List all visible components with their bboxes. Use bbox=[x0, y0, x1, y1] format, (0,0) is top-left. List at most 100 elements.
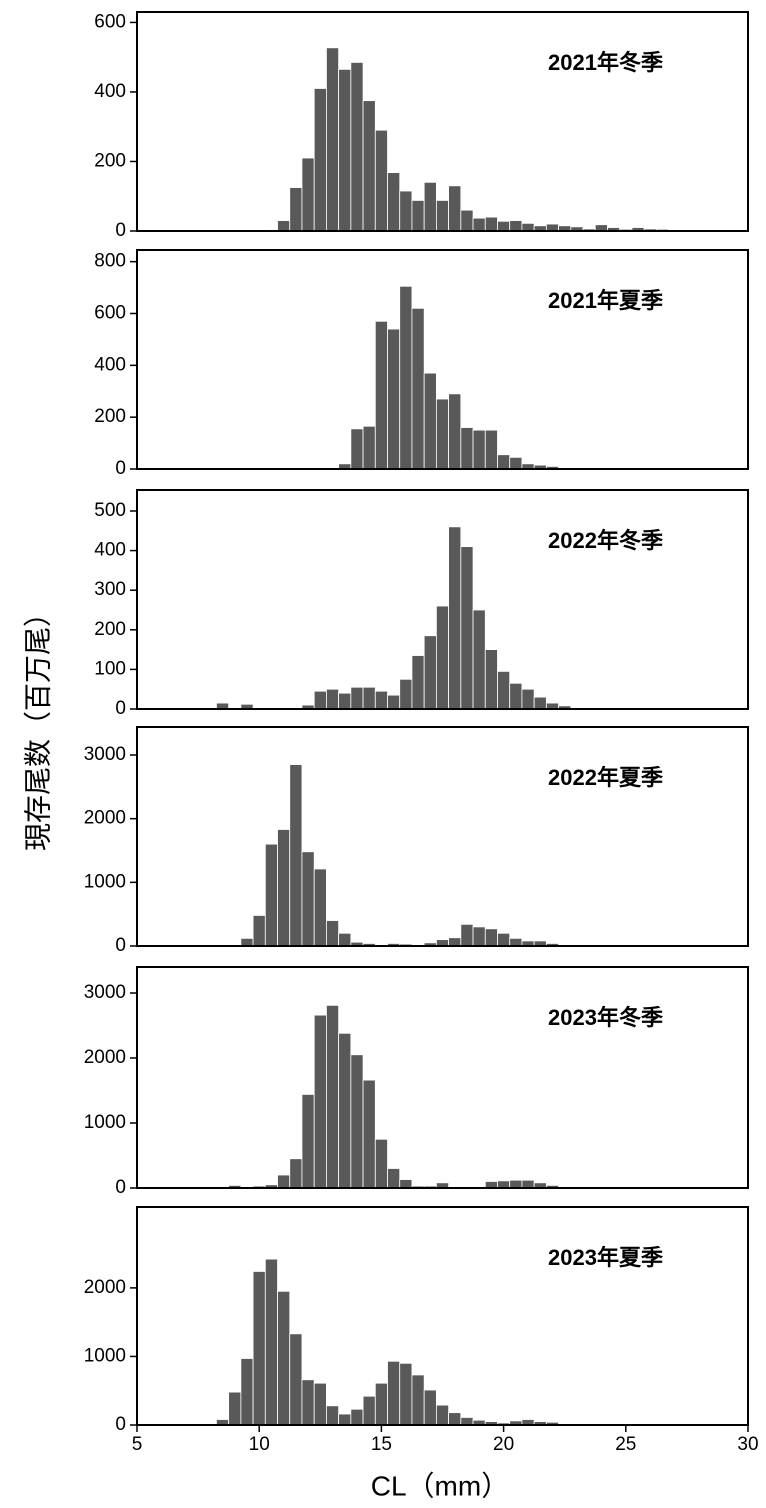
y-tick-label: 200 bbox=[94, 406, 126, 427]
bar bbox=[509, 220, 523, 232]
bar bbox=[277, 1290, 291, 1426]
bar bbox=[387, 1360, 401, 1426]
bar bbox=[362, 100, 376, 232]
bar bbox=[264, 1258, 278, 1426]
bar bbox=[374, 1382, 388, 1426]
bar bbox=[277, 220, 291, 232]
bar bbox=[326, 688, 340, 710]
bar bbox=[423, 181, 437, 232]
plot-frame bbox=[136, 489, 749, 710]
plot-frame bbox=[136, 726, 749, 947]
y-tick-label: 500 bbox=[94, 500, 126, 521]
bar bbox=[289, 764, 303, 947]
bar bbox=[435, 398, 450, 470]
bar bbox=[484, 216, 498, 232]
bar bbox=[411, 655, 425, 710]
y-tick-label: 1000 bbox=[84, 871, 126, 892]
bar bbox=[387, 172, 401, 232]
y-tick-label: 400 bbox=[94, 540, 126, 561]
y-tick-label: 800 bbox=[94, 251, 126, 272]
bar bbox=[423, 372, 437, 470]
bar bbox=[313, 88, 327, 232]
bar bbox=[399, 678, 413, 710]
bar bbox=[448, 185, 462, 232]
panel-annotation: 2023年冬季 bbox=[548, 1005, 663, 1030]
bar bbox=[411, 307, 425, 470]
bar bbox=[387, 1168, 401, 1189]
y-tick-label: 1000 bbox=[84, 1112, 126, 1133]
y-tick-label: 3000 bbox=[84, 744, 126, 765]
bar bbox=[338, 932, 352, 947]
bar bbox=[435, 200, 450, 232]
bar bbox=[497, 1180, 511, 1189]
bar bbox=[350, 428, 364, 470]
x-axis-label: CL（mm） bbox=[371, 1470, 509, 1501]
bar bbox=[387, 328, 401, 470]
y-tick-label: 2000 bbox=[84, 808, 126, 829]
bar bbox=[252, 1271, 266, 1426]
bar bbox=[448, 526, 462, 710]
panel-annotation: 2023年夏季 bbox=[548, 1245, 663, 1270]
bar bbox=[472, 429, 486, 470]
bar bbox=[228, 1391, 242, 1426]
bar bbox=[338, 1413, 352, 1426]
y-tick-label: 0 bbox=[115, 1414, 126, 1435]
bar bbox=[350, 686, 364, 710]
x-tick-label: 15 bbox=[371, 1434, 392, 1455]
bar bbox=[497, 454, 511, 470]
bar bbox=[545, 223, 559, 232]
y-tick-label: 0 bbox=[115, 1177, 126, 1198]
bar bbox=[374, 690, 388, 710]
plot-frame bbox=[136, 966, 749, 1189]
x-tick-label: 10 bbox=[249, 1434, 270, 1455]
bar bbox=[338, 68, 352, 232]
bar bbox=[521, 1179, 535, 1189]
y-tick-label: 400 bbox=[94, 354, 126, 375]
bar bbox=[509, 1179, 523, 1189]
bar bbox=[435, 605, 450, 710]
y-tick-label: 200 bbox=[94, 619, 126, 640]
bar bbox=[350, 62, 364, 232]
bar bbox=[277, 1174, 291, 1189]
bar bbox=[313, 1014, 327, 1189]
panel-annotation: 2022年冬季 bbox=[548, 528, 663, 553]
y-tick-label: 0 bbox=[115, 220, 126, 241]
bar bbox=[362, 1395, 376, 1426]
bar bbox=[460, 209, 474, 232]
bar bbox=[240, 1358, 254, 1426]
bar bbox=[362, 425, 376, 470]
bar bbox=[326, 1004, 340, 1189]
bar bbox=[411, 1374, 425, 1426]
bar bbox=[533, 696, 547, 710]
panel-annotation: 2022年夏季 bbox=[548, 765, 663, 790]
bar bbox=[313, 1382, 327, 1426]
bar bbox=[472, 609, 486, 710]
bar bbox=[350, 1054, 364, 1189]
bar bbox=[509, 682, 523, 710]
y-tick-label: 3000 bbox=[84, 982, 126, 1003]
bar bbox=[277, 829, 291, 947]
bar bbox=[448, 937, 462, 947]
bar bbox=[423, 1389, 437, 1426]
bar bbox=[399, 190, 413, 232]
bar bbox=[374, 320, 388, 470]
bar bbox=[338, 1032, 352, 1189]
y-tick-label: 300 bbox=[94, 579, 126, 600]
y-tick-label: 0 bbox=[115, 458, 126, 479]
bar bbox=[411, 200, 425, 232]
bar bbox=[374, 129, 388, 232]
y-tick-label: 100 bbox=[94, 658, 126, 679]
bar bbox=[399, 1362, 413, 1426]
bar bbox=[509, 937, 523, 947]
bar bbox=[301, 851, 315, 947]
bar bbox=[497, 670, 511, 710]
plot-frame bbox=[136, 1206, 749, 1426]
bar bbox=[460, 1417, 474, 1426]
bar bbox=[448, 1412, 462, 1426]
bar bbox=[313, 868, 327, 947]
y-tick-label: 2000 bbox=[84, 1277, 126, 1298]
bar bbox=[460, 546, 474, 710]
bar bbox=[362, 686, 376, 710]
bar bbox=[521, 222, 535, 232]
